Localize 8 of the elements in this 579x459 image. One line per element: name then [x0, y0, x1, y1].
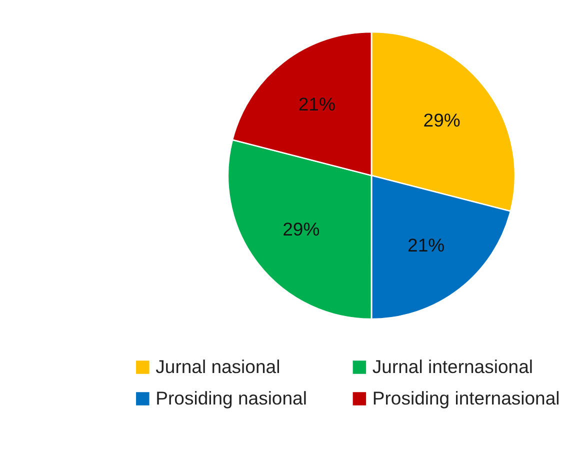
- legend-label: Prosiding nasional: [156, 387, 307, 408]
- legend-label: Prosiding internasional: [372, 387, 560, 408]
- data-label: 21%: [408, 234, 445, 256]
- data-label: 21%: [298, 94, 336, 115]
- data-label: 29%: [423, 109, 460, 130]
- legend-label: Jurnal internasional: [372, 356, 533, 377]
- legend-label: Jurnal nasional: [156, 356, 280, 377]
- data-label: 29%: [282, 218, 320, 240]
